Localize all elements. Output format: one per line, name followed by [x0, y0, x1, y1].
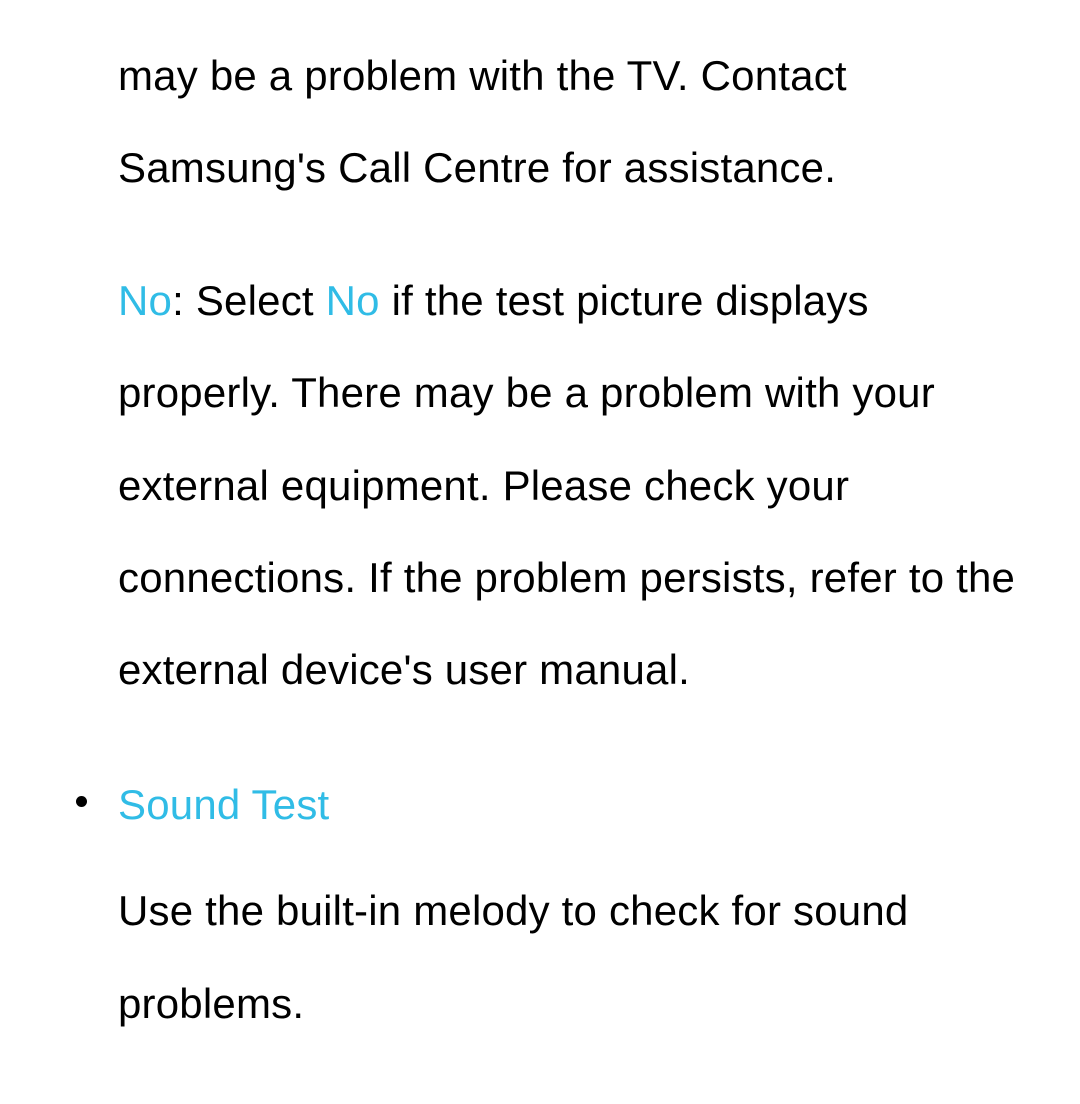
bullet-icon	[76, 796, 87, 807]
text-segment: if the test picture displays properly. T…	[118, 277, 1015, 694]
text-segment: : Select	[172, 277, 326, 324]
no-label-inline: No	[326, 277, 380, 324]
no-label: No	[118, 277, 172, 324]
sound-test-body: Use the built-in melody to check for sou…	[118, 865, 1040, 1050]
document-body: may be a problem with the TV. Contact Sa…	[0, 0, 1080, 1080]
paragraph-problem-tv: may be a problem with the TV. Contact Sa…	[118, 30, 1040, 215]
bullet-item-sound-test: Sound Test Use the built-in melody to ch…	[118, 759, 1040, 1050]
sound-test-title: Sound Test	[118, 759, 1040, 851]
paragraph-no-option: No: Select No if the test picture displa…	[118, 255, 1040, 717]
